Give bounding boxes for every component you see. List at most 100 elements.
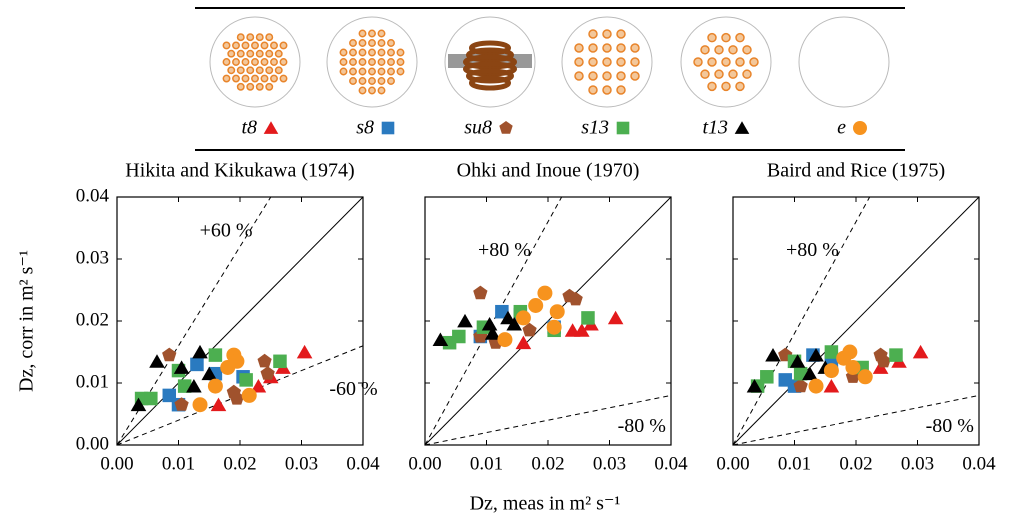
data-point [581, 311, 595, 325]
legend-icon [349, 39, 357, 47]
legend-icon [349, 77, 357, 85]
legend-icon [377, 58, 386, 66]
legend-icon [602, 71, 612, 81]
legend-icon [700, 69, 710, 79]
reference-line [733, 197, 979, 445]
legend-icon [368, 58, 376, 66]
data-point [250, 379, 267, 393]
x-axis-label: Dz, meas in m² s⁻¹ [470, 493, 621, 515]
legend-icon [270, 58, 278, 66]
legend-icon [279, 58, 288, 66]
y-tick-label: 0.03 [76, 247, 109, 268]
legend-icon [387, 48, 395, 57]
legend-icon [236, 49, 245, 58]
legend-icon [222, 74, 231, 83]
legend-icon [368, 67, 376, 76]
legend-icon [630, 71, 640, 81]
data-point [537, 285, 553, 301]
legend-icon [616, 71, 626, 81]
annotation: -80 % [926, 415, 974, 437]
legend-icon [721, 32, 731, 43]
legend-marker [616, 121, 630, 135]
legend-icon [396, 58, 405, 66]
legend-icon [588, 71, 598, 81]
legend-icon [251, 41, 259, 50]
legend-icon [588, 29, 598, 39]
data-point [208, 348, 223, 362]
reference-line [733, 394, 979, 445]
legend-icon [265, 66, 274, 75]
data-point [257, 353, 272, 368]
legend-icon [222, 58, 231, 66]
legend-icon [358, 67, 367, 76]
legend-icon [358, 86, 367, 95]
data-point [500, 310, 516, 325]
legend-icon [396, 48, 405, 57]
data-point [802, 366, 818, 381]
data-point [149, 354, 165, 368]
data-point [173, 360, 190, 374]
legend-icon [246, 82, 255, 91]
legend-icon [377, 77, 386, 85]
data-point [522, 322, 537, 337]
data-point [912, 344, 929, 359]
legend-label: e [837, 117, 846, 139]
data-point [574, 323, 590, 337]
data-point [765, 348, 781, 362]
legend-icon [279, 74, 288, 83]
legend-icon [721, 57, 731, 67]
legend-icon [616, 29, 626, 39]
legend-icon [387, 67, 395, 76]
legend-icon [339, 67, 348, 76]
legend-label: t13 [702, 117, 728, 139]
legend-icon [368, 29, 376, 38]
legend-icon [339, 48, 348, 57]
legend-icon [232, 41, 240, 50]
legend-icon [274, 66, 283, 75]
x-tick-label: 0.00 [100, 453, 133, 474]
data-point [746, 379, 763, 393]
data-point [789, 354, 806, 368]
legend-icon [339, 58, 348, 66]
data-point [808, 348, 824, 362]
legend-icon [246, 66, 255, 75]
annotation: +80 % [786, 239, 839, 261]
legend-icon [574, 43, 584, 53]
legend-icon [265, 49, 274, 58]
legend-icon [466, 47, 514, 63]
x-tick-label: 0.00 [408, 453, 441, 474]
legend-icon [377, 86, 386, 95]
y-axis-label: Dz, corr in m² s⁻¹ [16, 250, 38, 392]
legend-icon [463, 61, 517, 77]
data-point [457, 313, 473, 328]
legend-icon [358, 29, 367, 38]
legend-icon [574, 71, 584, 81]
data-point [506, 317, 522, 331]
legend-icon [728, 69, 738, 79]
legend-icon [358, 39, 367, 47]
x-tick-label: 0.04 [346, 453, 380, 474]
legend-icon [270, 41, 278, 50]
x-tick-label: 0.01 [162, 453, 195, 474]
legend-icon [241, 58, 250, 66]
annotation: +80 % [478, 239, 531, 261]
legend-marker [734, 121, 750, 134]
data-point [528, 298, 544, 313]
legend-icon [368, 77, 376, 85]
data-point [845, 360, 861, 375]
data-point [239, 373, 253, 387]
legend-marker [499, 121, 513, 134]
legend-icon [616, 85, 626, 95]
data-point [229, 353, 245, 369]
legend-marker [263, 121, 279, 134]
data-point [210, 397, 227, 412]
x-tick-label: 0.04 [654, 453, 688, 474]
reference-line [117, 197, 363, 445]
legend-icon [255, 49, 264, 58]
legend-icon [574, 57, 584, 67]
legend-icon [742, 69, 752, 79]
legend-icon [246, 33, 255, 42]
legend-icon [602, 43, 612, 53]
legend-icon [735, 32, 745, 43]
legend-icon [798, 16, 890, 108]
